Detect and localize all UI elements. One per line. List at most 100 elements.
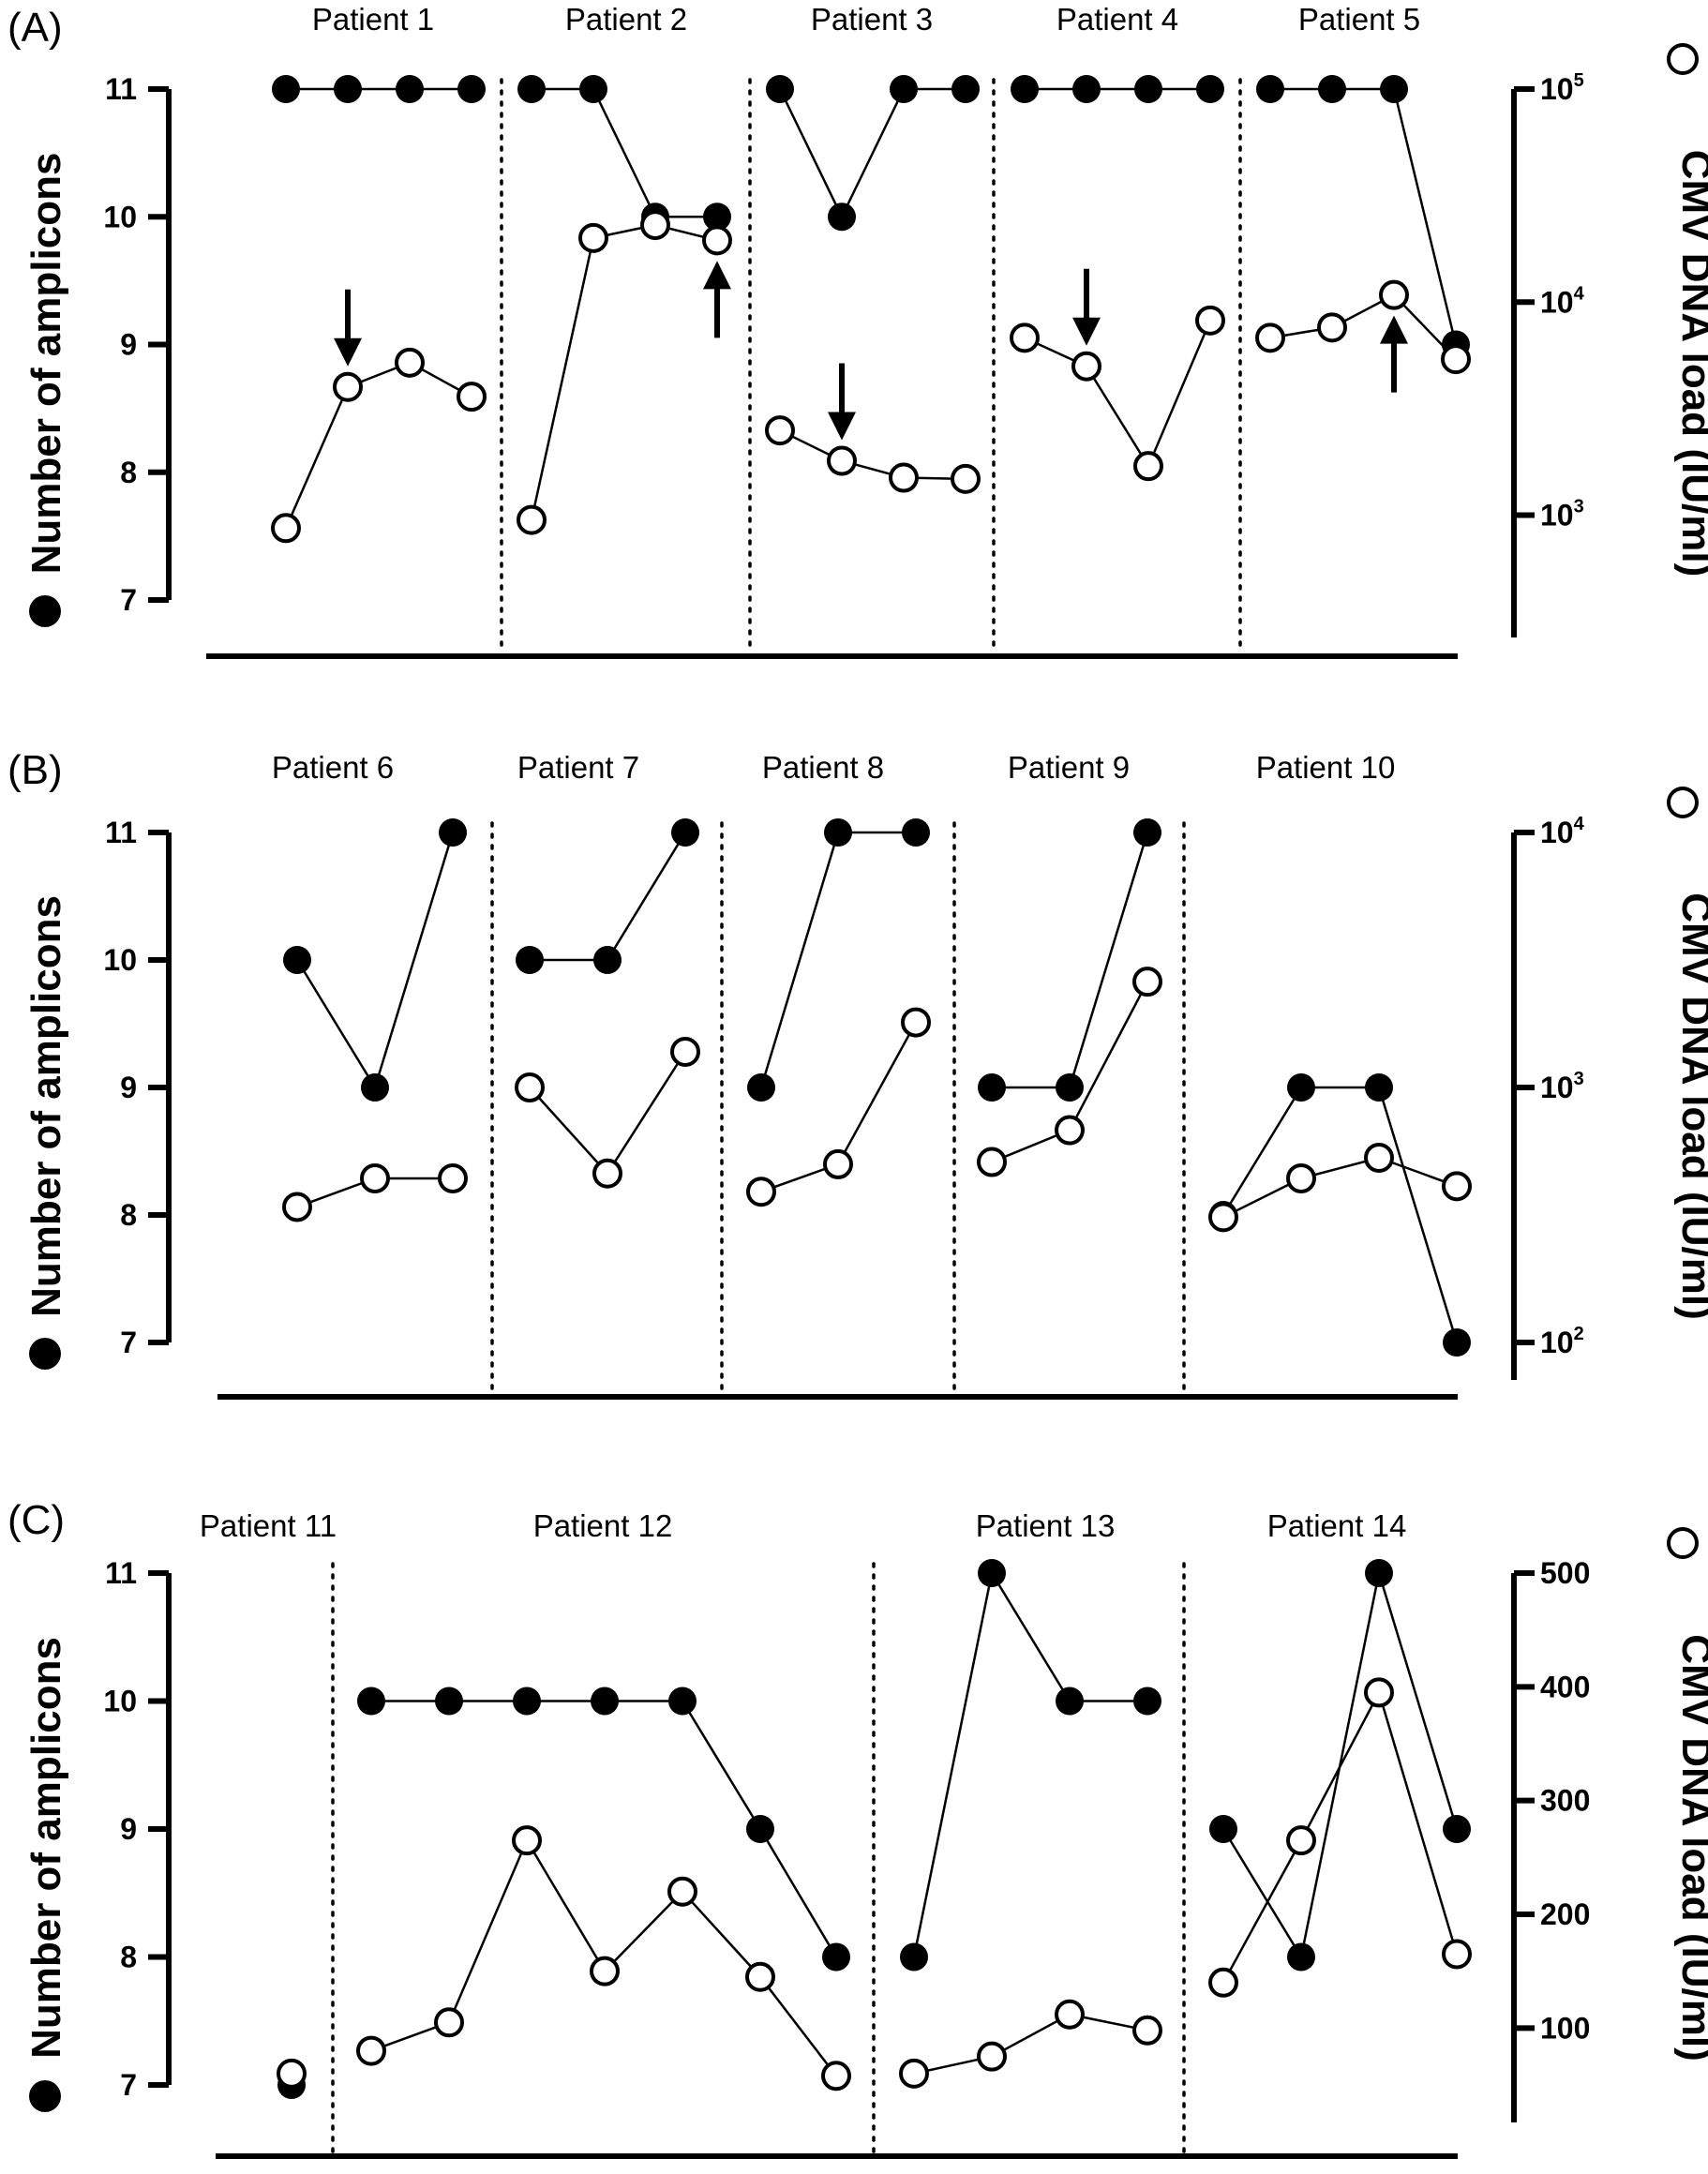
left-tick-label: 10 — [103, 943, 137, 977]
left-tick-label: 8 — [120, 1941, 137, 1974]
right-axis-legend-marker — [1667, 1527, 1699, 1559]
amplicons-point — [1134, 75, 1162, 103]
cmv-load-series-line — [1024, 320, 1212, 469]
left-tick-label: 7 — [120, 2068, 137, 2102]
cmv-load-point — [765, 415, 795, 446]
left-tick-label: 8 — [120, 456, 137, 489]
cmv-load-point — [889, 462, 919, 493]
panel-label: (C) — [7, 1497, 65, 1543]
amplicons-series-line — [912, 1569, 1147, 1957]
left-tick-label: 9 — [120, 1812, 137, 1846]
amplicons-point — [1443, 1328, 1471, 1357]
cmv-load-point — [1195, 305, 1225, 336]
cmv-load-point — [1071, 351, 1101, 382]
cmv-load-point — [1132, 2015, 1162, 2046]
patient-group: Patient 4 — [1010, 2, 1225, 482]
patient-group: Patient 1 — [271, 2, 487, 544]
right-axis-legend-marker — [1667, 43, 1699, 75]
arrow-down-head — [828, 412, 856, 441]
cmv-load-point — [1208, 1967, 1238, 1998]
right-tick-label: 102 — [1540, 1324, 1584, 1359]
arrow-up-head — [703, 261, 731, 290]
amplicons-point — [1072, 75, 1101, 103]
right-tick-label: 100 — [1540, 2011, 1590, 2045]
arrow-up-head — [1380, 315, 1408, 344]
patient-label: Patient 1 — [312, 2, 434, 37]
left-tick-label: 11 — [105, 816, 137, 849]
amplicons-point — [900, 1942, 928, 1972]
cmv-load-point — [951, 463, 981, 494]
amplicons-series-line — [532, 87, 717, 218]
amplicons-point — [766, 75, 794, 103]
patient-group: Patient 8 — [746, 750, 931, 1207]
cmv-load-point — [1055, 1999, 1085, 2030]
patient-group: Patient 6 — [272, 750, 468, 1222]
patient-group: Patient 3 — [765, 2, 981, 494]
left-tick-label: 7 — [120, 583, 137, 617]
amplicons-series-line — [530, 832, 687, 962]
right-tick-label: 500 — [1540, 1556, 1590, 1590]
cmv-load-point — [515, 1072, 545, 1102]
amplicons-point — [828, 202, 856, 232]
amplicons-point — [591, 1687, 619, 1716]
patient-group: Patient 12 — [356, 1508, 851, 2092]
left-axis-legend-marker — [29, 2080, 61, 2112]
amplicons-point — [396, 75, 424, 103]
amplicons-point — [1056, 1073, 1084, 1102]
right-axis-title: CMV DNA load (IU/ml) — [1673, 892, 1708, 1319]
panel-c: (C) 7 8 9 10 11 Number of amplicons 100 200 300 40… — [7, 1497, 1708, 2159]
left-tick-label: 7 — [120, 1326, 137, 1359]
amplicons-point — [1287, 1073, 1315, 1102]
cmv-load-point — [1208, 1202, 1238, 1233]
cmv-load-point — [271, 513, 301, 544]
cmv-load-point — [670, 1036, 700, 1067]
amplicons-series-line — [778, 87, 966, 220]
patient-label: Patient 10 — [1256, 750, 1396, 785]
cmv-load-point — [517, 504, 547, 535]
cmv-load-point — [592, 1158, 622, 1189]
amplicons-point — [1380, 75, 1408, 103]
amplicons-point — [516, 946, 544, 974]
cmv-load-point — [827, 445, 857, 476]
arrow-down-head — [1072, 317, 1101, 346]
amplicons-point — [1287, 1942, 1315, 1972]
cmv-load-point — [1010, 322, 1040, 353]
cmv-load-point — [457, 382, 487, 412]
right-axis-legend-marker — [1667, 787, 1699, 818]
cmv-load-point — [1441, 344, 1471, 375]
amplicons-point — [902, 818, 930, 847]
panel-b: (B) 7 8 9 10 11 Number of amplicons 102 103 104 CM… — [7, 747, 1708, 1400]
patient-label: Patient 3 — [811, 2, 933, 37]
amplicons-point — [272, 75, 300, 103]
amplicons-series-line — [759, 831, 916, 1088]
cmv-load-point — [1442, 1939, 1472, 1970]
right-tick-label: 400 — [1540, 1670, 1590, 1703]
cmv-load-point — [360, 1162, 390, 1193]
cmv-load-series-line — [1269, 293, 1457, 360]
amplicons-point — [457, 75, 486, 103]
patient-group: Patient 9 — [977, 750, 1162, 1177]
patient-group: Patient 7 — [515, 750, 700, 1189]
amplicons-point — [1256, 75, 1284, 103]
cmv-load-point — [1364, 1142, 1394, 1173]
cmv-load-point — [1055, 1115, 1085, 1146]
amplicons-series-line — [992, 832, 1149, 1089]
amplicons-series-line — [295, 832, 455, 1091]
amplicons-series-line — [1221, 1086, 1459, 1343]
left-tick-label: 11 — [105, 1556, 137, 1590]
cmv-load-series-line — [284, 361, 472, 529]
cmv-load-point — [356, 2035, 386, 2066]
amplicons-point — [978, 1073, 1006, 1102]
amplicons-point — [668, 1687, 697, 1716]
right-axis-title: CMV DNA load (IU/ml) — [1673, 150, 1708, 577]
amplicons-point — [435, 1687, 463, 1716]
right-tick-label: 103 — [1540, 1069, 1584, 1104]
arrow-down-head — [334, 337, 362, 367]
amplicons-point — [1443, 1815, 1471, 1843]
left-tick-label: 9 — [120, 328, 137, 362]
cmv-load-point — [1286, 1825, 1316, 1856]
amplicons-point — [890, 75, 918, 103]
patient-label: Patient 12 — [533, 1508, 673, 1543]
patient-group: Patient 5 — [1255, 2, 1471, 393]
amplicons-point — [951, 75, 980, 103]
